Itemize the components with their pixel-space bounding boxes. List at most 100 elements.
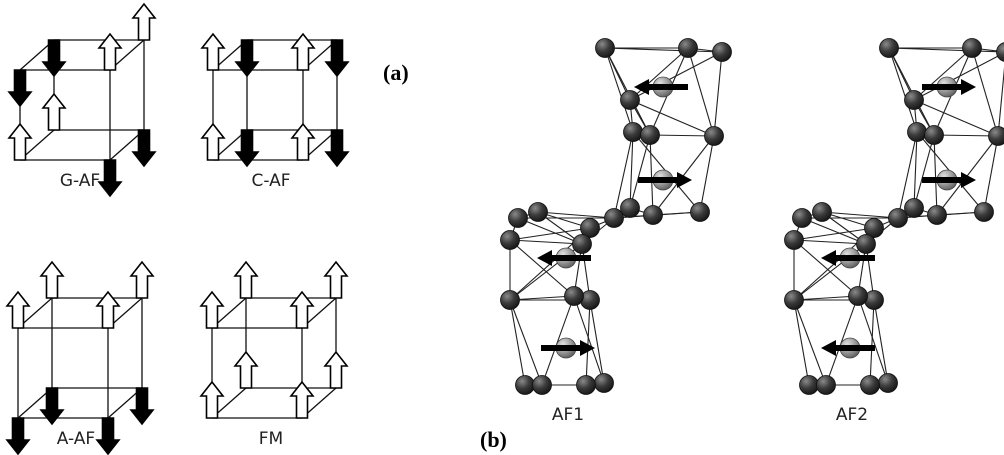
spin-down-arrow [39,387,65,426]
bond-line [997,67,1004,137]
bond-line [649,134,715,137]
bond-line [793,239,859,297]
ligand-atom [690,202,710,222]
bond-line [509,239,575,297]
spin-up-arrow [7,122,33,161]
spin-up-arrow [95,290,121,329]
spin-down-arrow [234,39,260,78]
spin-up-arrow [39,260,65,299]
bond-line [629,131,634,209]
ligand-atom [879,38,899,58]
ligand-atom [927,205,947,225]
bond-line [913,99,999,137]
ligand-atom [572,234,592,254]
moment-left-arrow [537,250,552,266]
spin-down-arrow [7,69,33,108]
spin-down-arrow [129,387,155,426]
bond-line [793,295,859,301]
chain-af1 [500,38,732,395]
bond-line [825,295,859,386]
ligand-atom [594,373,614,393]
bond-line [983,135,999,213]
moment-left-arrow [821,250,836,266]
bond-line [793,299,827,386]
ligand-atom [620,198,640,218]
spin-down-arrow [97,159,123,198]
ligand-atom [816,375,836,395]
moment-right-arrow [677,172,692,188]
ligand-atom [996,42,1004,62]
spin-down-arrow [131,129,157,168]
bond-line [517,217,583,245]
spin-up-arrow [200,122,226,161]
spin-up-arrow [200,32,226,71]
ligand-atom [576,375,596,395]
ligand-atom [643,205,663,225]
ligand-atom [623,122,643,142]
ligand-atom [812,202,832,222]
spin-down-arrow [5,417,31,455]
ligand-atom [864,218,884,238]
ligand-atom [799,375,819,395]
bond-line [897,131,918,219]
spin-up-arrow [129,260,155,299]
bond-line [793,227,875,241]
spin-up-arrow [290,32,316,71]
ligand-atom [878,373,898,393]
cube-a-af [5,260,155,455]
bond-line [604,47,634,133]
panel-b: AF1 AF2 (b) [480,38,1004,452]
moment-left-arrow [821,340,836,356]
ligand-atom [604,208,624,228]
spin-down-arrow [95,417,121,455]
ligand-atom [515,375,535,395]
ligand-atom [640,125,660,145]
moment-left-arrow [634,79,649,95]
cube-label-fm: FM [259,429,283,449]
bond-line [649,134,654,216]
ligand-atom [904,198,924,218]
bond-line [629,99,715,137]
bond-line [933,134,938,216]
chain-label-af1: AF1 [552,405,584,425]
ligand-atom [792,208,812,228]
spin-up-arrow [289,290,315,329]
bond-line [509,299,526,386]
panel-b-label: (b) [480,427,507,452]
chain-label-af2: AF2 [836,405,868,425]
ligand-atom [595,38,615,58]
bond-line [613,131,634,219]
bond-line [541,295,575,386]
ligand-atom [580,218,600,238]
bond-line [933,134,999,137]
bond-line [793,239,867,245]
bond-line [589,299,605,384]
spin-up-arrow [233,350,259,389]
moment-right-arrow [961,79,976,95]
spin-up-arrow [323,350,349,389]
bond-line [629,134,651,209]
bond-line [604,47,723,53]
bond-line [913,131,918,209]
spin-up-arrow [97,32,123,71]
ligand-atom [704,126,724,146]
spin-up-arrow [199,290,225,329]
ligand-atom [500,230,520,250]
bond-line [509,295,575,301]
bond-line [888,47,918,133]
bond-line [713,51,723,137]
spin-up-arrow [289,380,315,419]
ligand-atom [784,230,804,250]
ligand-atom [962,38,982,58]
bond-line [699,135,715,213]
spin-up-arrow [131,2,157,41]
spin-up-arrow [323,260,349,299]
ligand-atom [856,234,876,254]
bond-line [873,299,889,384]
bond-line [801,217,867,245]
bond-line [793,299,810,386]
bond-line [509,239,583,245]
bond-line [913,134,935,209]
ligand-atom [500,290,520,310]
bond-line [537,211,615,219]
